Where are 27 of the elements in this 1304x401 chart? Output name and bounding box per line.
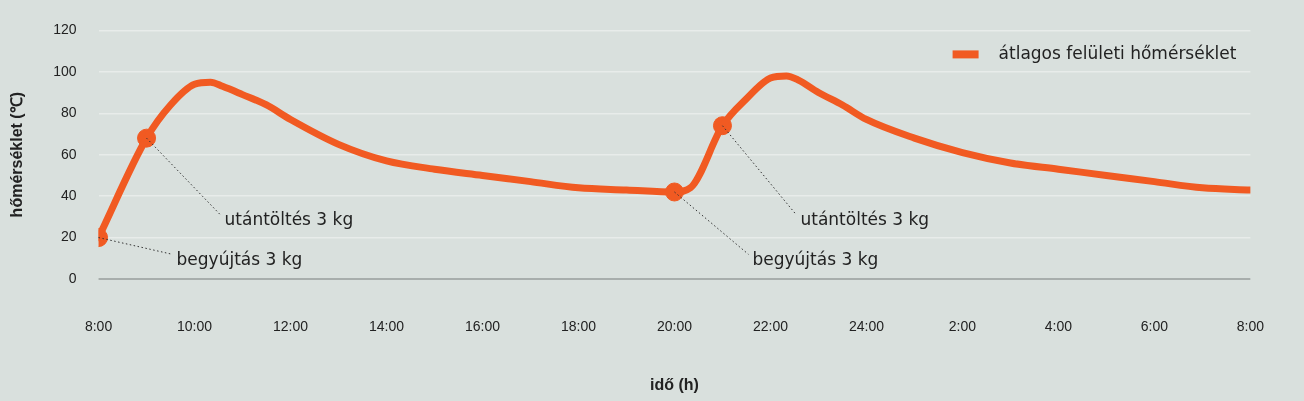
annotation: begyújtás 3 kg bbox=[752, 248, 879, 269]
x-tick-label: 20:00 bbox=[656, 318, 693, 335]
annotation: begyújtás 3 kg bbox=[176, 248, 303, 269]
annotation: utántöltés 3 kg bbox=[800, 209, 930, 230]
x-tick-label: 18:00 bbox=[560, 318, 597, 335]
x-tick-label: 12:00 bbox=[273, 318, 309, 335]
y-axis-title: hőmérséklet (℃) bbox=[8, 92, 26, 218]
x-tick-label: 8:00 bbox=[84, 318, 113, 335]
x-tick-label: 6:00 bbox=[1140, 318, 1169, 335]
x-tick-label: 2:00 bbox=[948, 318, 977, 335]
y-tick-label: 0 bbox=[68, 269, 77, 286]
y-tick-label: 20 bbox=[60, 228, 77, 245]
x-tick-label: 10:00 bbox=[177, 318, 213, 335]
y-tick-label: 120 bbox=[53, 21, 77, 38]
y-tick-label: 60 bbox=[60, 145, 77, 162]
annotation: utántöltés 3 kg bbox=[224, 209, 354, 230]
x-tick-label: 4:00 bbox=[1044, 318, 1073, 335]
x-tick-label: 22:00 bbox=[752, 318, 789, 335]
x-tick-label: 8:00 bbox=[1236, 318, 1265, 335]
x-tick-label: 14:00 bbox=[368, 318, 405, 335]
x-axis-title: idő (h) bbox=[650, 375, 699, 393]
y-tick-label: 100 bbox=[53, 62, 77, 79]
y-tick-label: 40 bbox=[60, 186, 77, 203]
legend-label: átlagos felületi hőmérséklet bbox=[998, 42, 1237, 63]
x-tick-label: 16:00 bbox=[464, 318, 501, 335]
y-tick-label: 80 bbox=[60, 104, 77, 121]
x-tick-label: 24:00 bbox=[848, 318, 885, 335]
